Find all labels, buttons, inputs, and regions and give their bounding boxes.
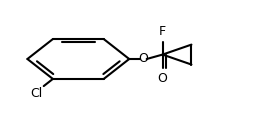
Text: O: O [158,72,168,85]
Text: O: O [139,53,149,65]
Text: F: F [159,25,166,38]
Text: Cl: Cl [30,87,42,100]
